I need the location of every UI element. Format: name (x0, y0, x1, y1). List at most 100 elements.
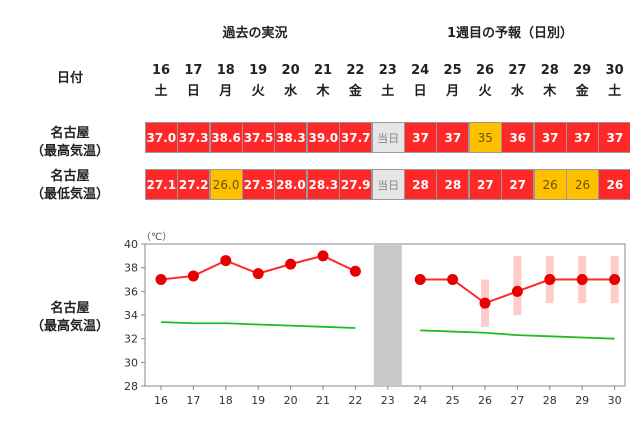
weekday-19: 火 (251, 84, 265, 99)
chart-city: 名古屋 (50, 301, 90, 316)
min-temp-city: 名古屋 (50, 169, 90, 184)
forecast-max-point-30 (609, 274, 621, 285)
max-temp-cell-21: 39.0 (306, 122, 340, 153)
x-tick-label-17: 17 (186, 394, 200, 407)
max-temp-cell-29: 37 (566, 122, 599, 153)
weekday-28: 木 (543, 84, 557, 99)
x-tick-label-21: 21 (316, 394, 330, 407)
date-19: 19 (249, 63, 268, 78)
min-temp-cell-24: 28 (404, 169, 437, 200)
max-temp-cell-17: 37.3 (177, 122, 211, 153)
x-tick-label-19: 19 (251, 394, 265, 407)
date-24: 24 (411, 63, 430, 78)
forecast-max-point-28 (544, 274, 556, 285)
y-tick-label-30: 30 (124, 356, 138, 369)
y-tick-label-34: 34 (124, 309, 138, 322)
x-tick-label-27: 27 (510, 394, 524, 407)
max-temp-cell-28: 37 (533, 122, 567, 153)
min-temp-cell-18: 26.0 (209, 169, 243, 200)
max-temp-cell-22: 37.7 (339, 122, 373, 153)
min-temp-cell-29: 26 (566, 169, 599, 200)
max-temp-cell-26: 35 (468, 122, 502, 153)
min-temp-cell-21: 28.3 (306, 169, 340, 200)
observed-max-point-17 (187, 270, 199, 282)
range-bar-28 (545, 255, 554, 304)
min-temp-cell-16: 27.1 (144, 169, 178, 200)
chart-row-label: 名古屋 （最高気温） (20, 300, 120, 336)
weekday-16: 土 (154, 84, 168, 99)
observed-max-point-20 (285, 258, 297, 270)
max-temp-cell-27: 36 (501, 122, 535, 153)
max-temp-cell-19: 37.5 (242, 122, 275, 153)
weekday-26: 火 (478, 84, 492, 99)
normal-past-line (160, 321, 356, 329)
max-temp-kind: （最高気温） (30, 144, 109, 159)
date-18: 18 (216, 63, 235, 78)
date-27: 27 (508, 63, 527, 78)
date-28: 28 (540, 63, 559, 78)
forecast-max-point-29 (576, 274, 588, 285)
weekday-22: 金 (348, 84, 362, 99)
min-temp-cell-26: 27 (468, 169, 502, 200)
weekday-17: 日 (186, 84, 200, 99)
past-observations-header: 過去の実況 (222, 26, 288, 41)
date-label: 日付 (56, 71, 83, 86)
weekday-24: 日 (413, 84, 427, 99)
max-temp-cell-18: 38.6 (209, 122, 243, 153)
date-23: 23 (378, 63, 397, 78)
x-tick-label-22: 22 (348, 394, 362, 407)
date-25: 25 (443, 63, 462, 78)
min-temp-row-label: 名古屋 （最低気温） (20, 168, 120, 204)
chart-kind: （最高気温） (30, 319, 109, 334)
observed-max-point-22 (349, 265, 361, 277)
weekday-18: 月 (219, 84, 233, 99)
observed-max-point-16 (155, 274, 167, 285)
x-tick-label-20: 20 (284, 394, 298, 407)
x-tick-label-29: 29 (575, 394, 589, 407)
today-shade (373, 244, 402, 386)
weekday-29: 金 (575, 84, 589, 99)
max-temp-cell-24: 37 (404, 122, 437, 153)
date-22: 22 (346, 63, 365, 78)
min-temp-cell-27: 27 (501, 169, 535, 200)
observed-max-point-18 (220, 255, 232, 267)
weekday-25: 月 (446, 84, 460, 99)
min-temp-cell-19: 27.3 (242, 169, 275, 200)
y-tick-label-36: 36 (124, 285, 138, 298)
y-tick-label-40: 40 (124, 238, 138, 251)
date-29: 29 (573, 63, 592, 78)
min-temp-kind: （最低気温） (30, 187, 109, 202)
forecast-header: 1週目の予報（日別） (446, 26, 574, 41)
forecast-max-point-27 (511, 285, 523, 297)
min-temp-cell-22: 27.9 (339, 169, 373, 200)
min-temp-cell-25: 28 (436, 169, 470, 200)
x-tick-label-23: 23 (381, 394, 395, 407)
min-temp-cell-17: 27.2 (177, 169, 211, 200)
max-temp-cell-16: 37.0 (144, 122, 178, 153)
weekday-27: 水 (510, 84, 524, 99)
x-tick-label-18: 18 (219, 394, 233, 407)
unit-label: （℃） (141, 231, 172, 243)
date-16: 16 (151, 63, 171, 78)
range-bar-27 (513, 255, 522, 315)
date-30: 30 (605, 63, 624, 78)
normal-future-line (420, 329, 615, 340)
range-bar-26 (481, 279, 489, 327)
weekday-30: 土 (608, 84, 622, 99)
min-temp-cell-23: 当日 (371, 169, 405, 200)
x-tick-label-24: 24 (413, 394, 427, 407)
observed-max-point-19 (252, 268, 264, 280)
date-20: 20 (281, 63, 300, 78)
y-tick-label-32: 32 (124, 333, 138, 346)
weekday-20: 水 (284, 84, 298, 99)
max-temp-city: 名古屋 (50, 126, 90, 141)
forecast-max-point-25 (447, 274, 459, 285)
range-bar-30 (610, 255, 619, 304)
x-tick-label-28: 28 (543, 394, 557, 407)
forecast-max-point-26 (479, 297, 491, 309)
max-temp-cell-20: 38.3 (274, 122, 308, 153)
plot-frame (144, 243, 626, 387)
x-tick-label-30: 30 (608, 394, 622, 407)
forecast-max-point-24 (414, 274, 426, 285)
observed-max-line (160, 254, 356, 281)
